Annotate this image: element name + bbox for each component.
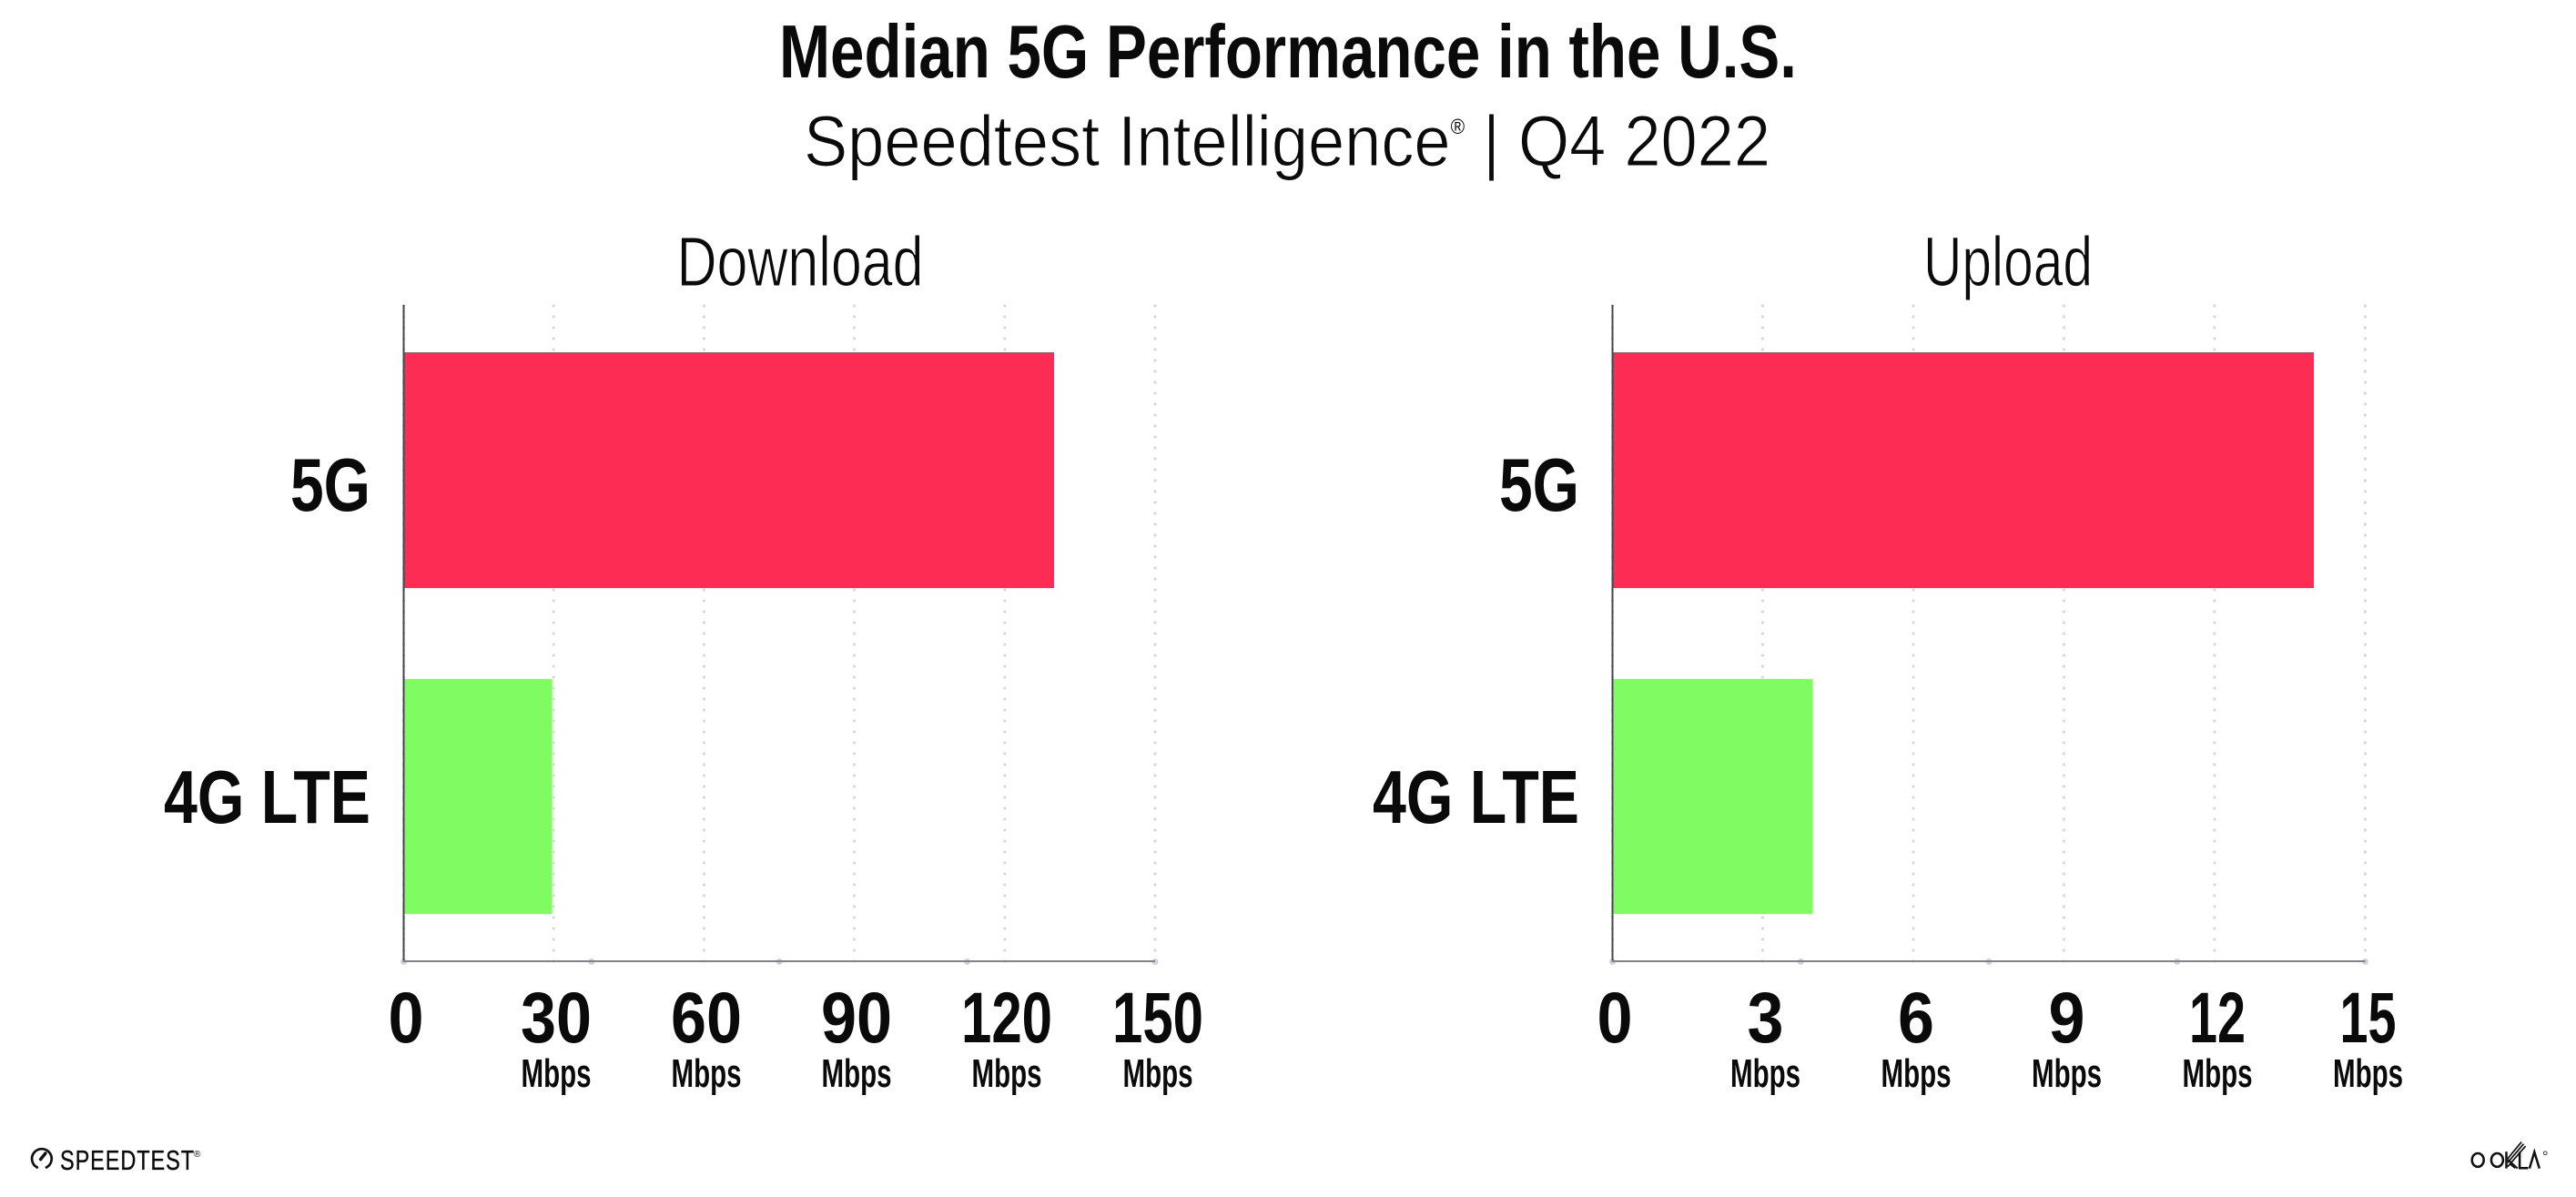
svg-text:9: 9 bbox=[2049, 977, 2085, 1058]
svg-text:60: 60 bbox=[671, 977, 742, 1058]
svg-text:0: 0 bbox=[1597, 977, 1633, 1058]
svg-text:Mbps: Mbps bbox=[2032, 1051, 2102, 1096]
svg-text:Mbps: Mbps bbox=[1123, 1051, 1193, 1096]
svg-text:Mbps: Mbps bbox=[522, 1051, 592, 1096]
svg-text:150: 150 bbox=[1112, 977, 1203, 1058]
svg-text:Mbps: Mbps bbox=[2183, 1051, 2253, 1096]
svg-text:5G: 5G bbox=[1499, 442, 1579, 527]
svg-text:6: 6 bbox=[1898, 977, 1934, 1058]
svg-text:4G LTE: 4G LTE bbox=[164, 755, 370, 839]
svg-text:Mbps: Mbps bbox=[672, 1051, 742, 1096]
svg-text:Download: Download bbox=[677, 223, 924, 301]
svg-text:15: 15 bbox=[2340, 977, 2397, 1058]
svg-text:90: 90 bbox=[821, 977, 892, 1058]
svg-text:Mbps: Mbps bbox=[972, 1051, 1042, 1096]
svg-text:®: ® bbox=[194, 1150, 201, 1160]
svg-text:Mbps: Mbps bbox=[822, 1051, 892, 1096]
svg-text:30: 30 bbox=[521, 977, 592, 1058]
svg-text:4G LTE: 4G LTE bbox=[1373, 755, 1579, 839]
svg-text:0: 0 bbox=[389, 977, 424, 1058]
svg-text:12: 12 bbox=[2189, 977, 2246, 1058]
svg-text:Median 5G Performance in the U: Median 5G Performance in the U.S. bbox=[779, 9, 1797, 94]
svg-text:Mbps: Mbps bbox=[2333, 1051, 2403, 1096]
svg-text:120: 120 bbox=[961, 977, 1052, 1058]
svg-text:Mbps: Mbps bbox=[1730, 1051, 1800, 1096]
svg-text:Upload: Upload bbox=[1923, 223, 2093, 301]
svg-text:Mbps: Mbps bbox=[1881, 1051, 1952, 1096]
svg-text:SPEEDTEST: SPEEDTEST bbox=[60, 1144, 195, 1176]
svg-text:3: 3 bbox=[1748, 977, 1784, 1058]
svg-text:Speedtest Intelligence® | Q4 2: Speedtest Intelligence® | Q4 2022 bbox=[804, 100, 1770, 181]
svg-text:5G: 5G bbox=[290, 442, 370, 527]
